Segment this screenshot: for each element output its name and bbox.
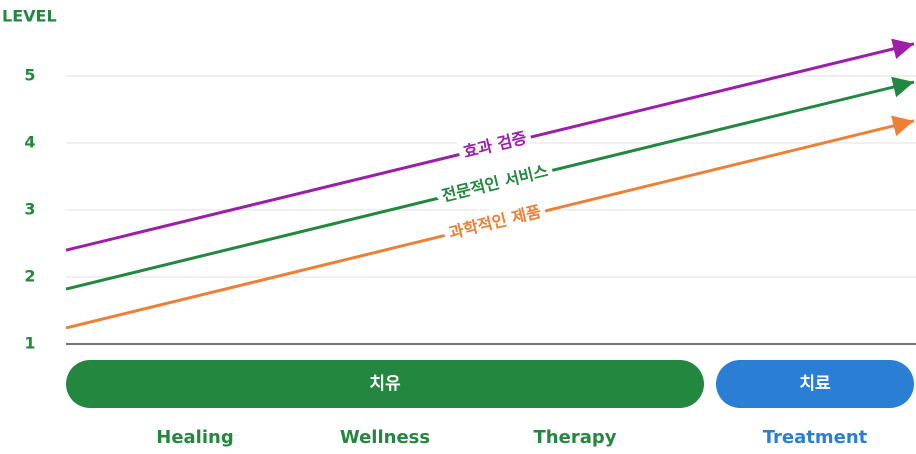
phase-label: 치료 <box>799 374 831 394</box>
y-tick-label: 5 <box>24 66 35 85</box>
series-label: 과학적인 제품 <box>447 202 543 243</box>
stage-label: Wellness <box>340 427 430 448</box>
series-label: 효과 검증 <box>461 128 528 162</box>
series-line <box>65 38 915 252</box>
series-line <box>65 115 915 330</box>
y-tick-label: 1 <box>24 334 35 353</box>
y-tick-label: 3 <box>24 200 35 219</box>
y-axis-label: LEVEL <box>2 7 57 26</box>
stage-label: Therapy <box>534 427 617 448</box>
series-line <box>65 76 915 291</box>
stage-label: Healing <box>156 427 233 448</box>
series-label: 전문적인 서비스 <box>440 161 550 205</box>
phase-bar <box>716 360 914 408</box>
y-tick-label: 2 <box>24 267 35 286</box>
y-tick-label: 4 <box>24 133 35 152</box>
phase-label: 치유 <box>369 374 401 394</box>
stage-label: Treatment <box>763 427 868 448</box>
phase-bar <box>66 360 704 408</box>
